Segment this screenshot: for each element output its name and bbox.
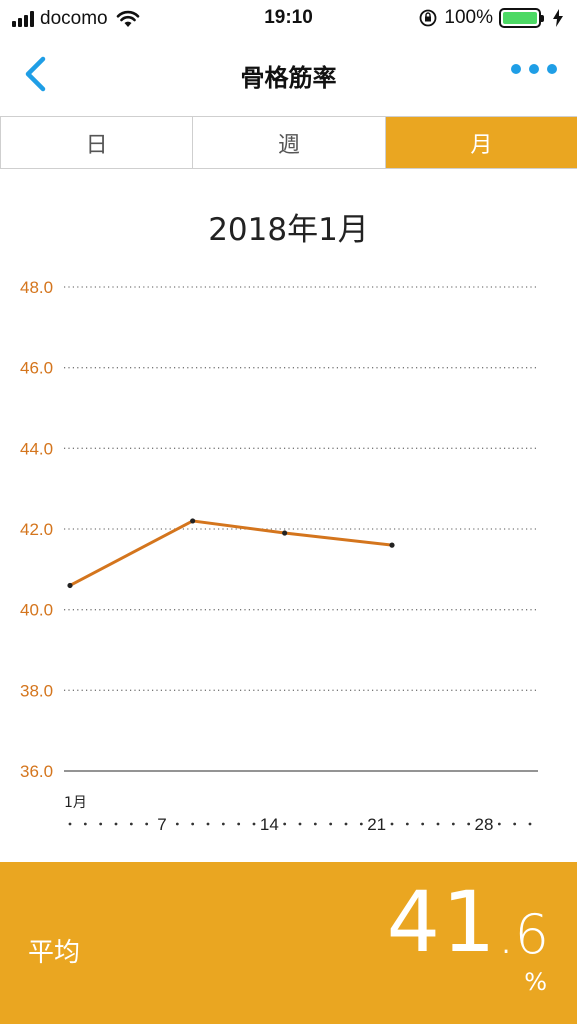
x-day-dot bbox=[497, 822, 501, 826]
series-line bbox=[68, 519, 394, 587]
battery-percent: 100% bbox=[444, 7, 493, 28]
x-day-dot bbox=[237, 822, 241, 826]
period-tabs: 日 週 月 bbox=[0, 116, 577, 169]
line-chart: 48.0 46.0 44.0 42.0 40.0 38.0 36.0 1月 7 14 21 28 bbox=[20, 278, 538, 834]
data-point bbox=[389, 542, 395, 548]
x-tick-label: 28 bbox=[475, 815, 494, 834]
x-day-dot bbox=[206, 822, 210, 826]
average-decimal: .6 bbox=[497, 903, 549, 966]
more-button[interactable] bbox=[511, 64, 557, 74]
x-day-dot bbox=[467, 822, 471, 826]
x-day-dot bbox=[528, 822, 532, 826]
x-day-dot bbox=[68, 822, 72, 826]
x-day-dot bbox=[359, 822, 363, 826]
x-day-dot bbox=[436, 822, 440, 826]
status-right: 100% bbox=[418, 7, 563, 29]
average-unit: % bbox=[524, 968, 547, 996]
tab-month[interactable]: 月 bbox=[385, 117, 577, 168]
y-tick-label: 42.0 bbox=[20, 520, 53, 539]
x-day-dot bbox=[83, 822, 87, 826]
chevron-left-icon bbox=[25, 56, 46, 92]
x-day-dot bbox=[283, 822, 287, 826]
x-day-dot bbox=[145, 822, 149, 826]
x-day-dot bbox=[405, 822, 409, 826]
y-tick-label: 48.0 bbox=[20, 278, 53, 297]
more-dots-icon bbox=[511, 64, 521, 74]
y-tick-label: 44.0 bbox=[20, 439, 53, 458]
x-day-dot bbox=[513, 822, 517, 826]
x-month-label: 1月 bbox=[64, 795, 87, 811]
x-day-dot bbox=[99, 822, 103, 826]
x-day-dot bbox=[421, 822, 425, 826]
status-bar: docomo 19:10 100% bbox=[0, 0, 577, 38]
data-point bbox=[190, 518, 196, 524]
x-day-dot bbox=[344, 822, 348, 826]
tab-week[interactable]: 週 bbox=[193, 117, 386, 168]
page-title: 骨格筋率 bbox=[240, 64, 337, 92]
x-day-dot bbox=[114, 822, 118, 826]
x-tick-label: 14 bbox=[260, 815, 279, 834]
status-time: 19:10 bbox=[264, 7, 313, 28]
status-left: docomo bbox=[12, 8, 140, 30]
x-day-dot bbox=[191, 822, 195, 826]
x-day-dot bbox=[252, 822, 256, 826]
y-tick-label: 36.0 bbox=[20, 762, 53, 781]
average-value: 41 .6 bbox=[387, 880, 549, 964]
data-point bbox=[67, 582, 73, 589]
x-day-dot bbox=[313, 822, 317, 826]
y-tick-label: 46.0 bbox=[20, 359, 53, 378]
carrier-name: docomo bbox=[40, 8, 108, 29]
y-tick-label: 38.0 bbox=[20, 681, 53, 700]
average-panel: 平均 41 .6 % bbox=[0, 862, 577, 1024]
charging-icon bbox=[553, 9, 563, 27]
signal-icon bbox=[12, 11, 34, 27]
battery-icon bbox=[499, 8, 544, 28]
x-day-dot bbox=[221, 822, 225, 826]
more-dots-icon bbox=[529, 64, 539, 74]
average-integer: 41 bbox=[386, 873, 498, 971]
x-day-dot bbox=[298, 822, 302, 826]
y-tick-label: 40.0 bbox=[20, 601, 53, 620]
x-day-dot bbox=[129, 822, 133, 826]
tab-day[interactable]: 日 bbox=[0, 117, 194, 168]
x-day-dot bbox=[175, 822, 179, 826]
orientation-lock-icon bbox=[419, 9, 437, 27]
back-button[interactable] bbox=[18, 54, 58, 94]
wifi-icon bbox=[116, 10, 139, 27]
average-label: 平均 bbox=[28, 938, 81, 968]
x-tick-label: 21 bbox=[367, 815, 386, 834]
x-day-dot bbox=[390, 822, 394, 826]
data-point bbox=[282, 530, 288, 536]
more-dots-icon bbox=[547, 64, 557, 74]
x-day-dot bbox=[329, 822, 333, 826]
nav-bar: 骨格筋率 bbox=[0, 38, 577, 116]
x-tick-label: 7 bbox=[157, 815, 166, 834]
chart-title: 2018年1月 bbox=[208, 212, 369, 248]
x-day-dot bbox=[451, 822, 455, 826]
